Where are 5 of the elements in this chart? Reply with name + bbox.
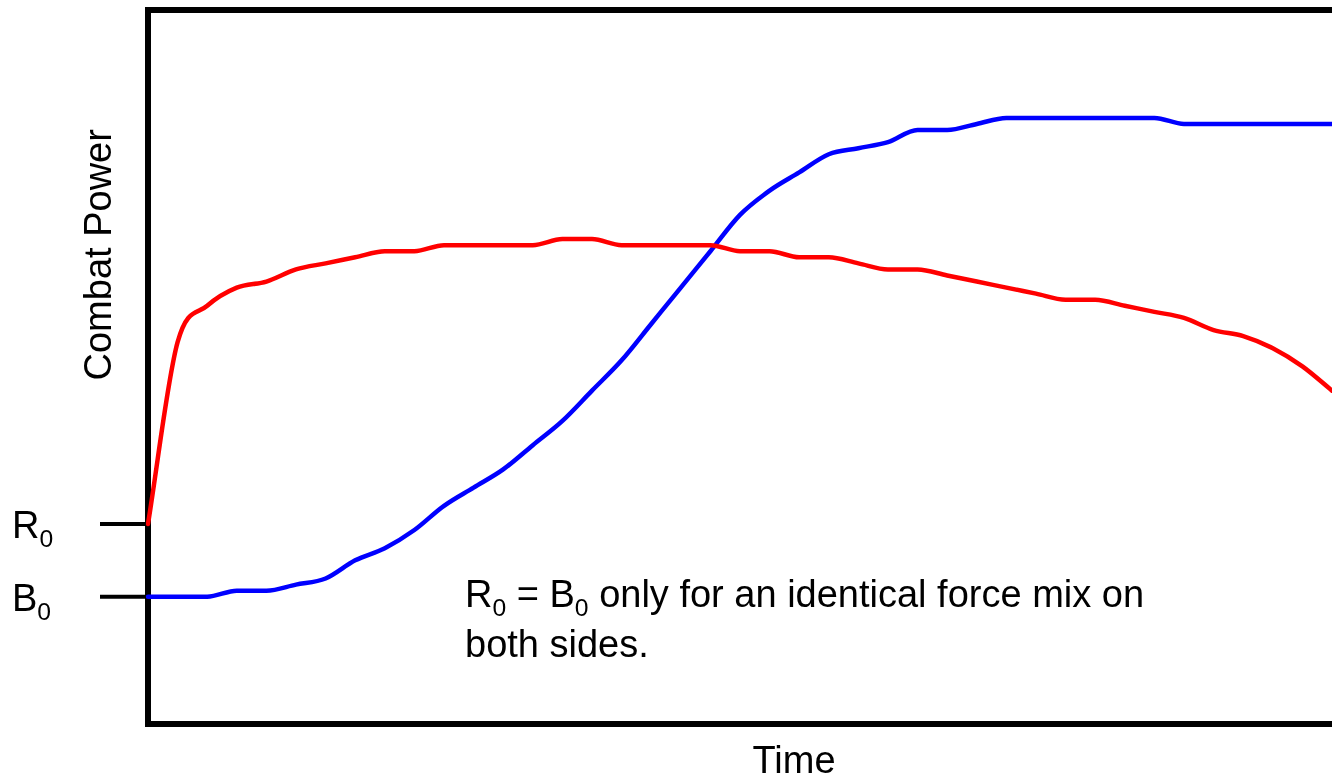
text: B$_{0}$ (12, 575, 52, 626)
annotation: R$_{0}$ = B$_{0}$ only for an identical force mix on both sides. (465, 572, 1146, 668)
text: R$_{0}$ (12, 502, 54, 554)
y-axis-title: Combat Power (75, 129, 120, 381)
x-axis-title: Time (752, 738, 836, 783)
